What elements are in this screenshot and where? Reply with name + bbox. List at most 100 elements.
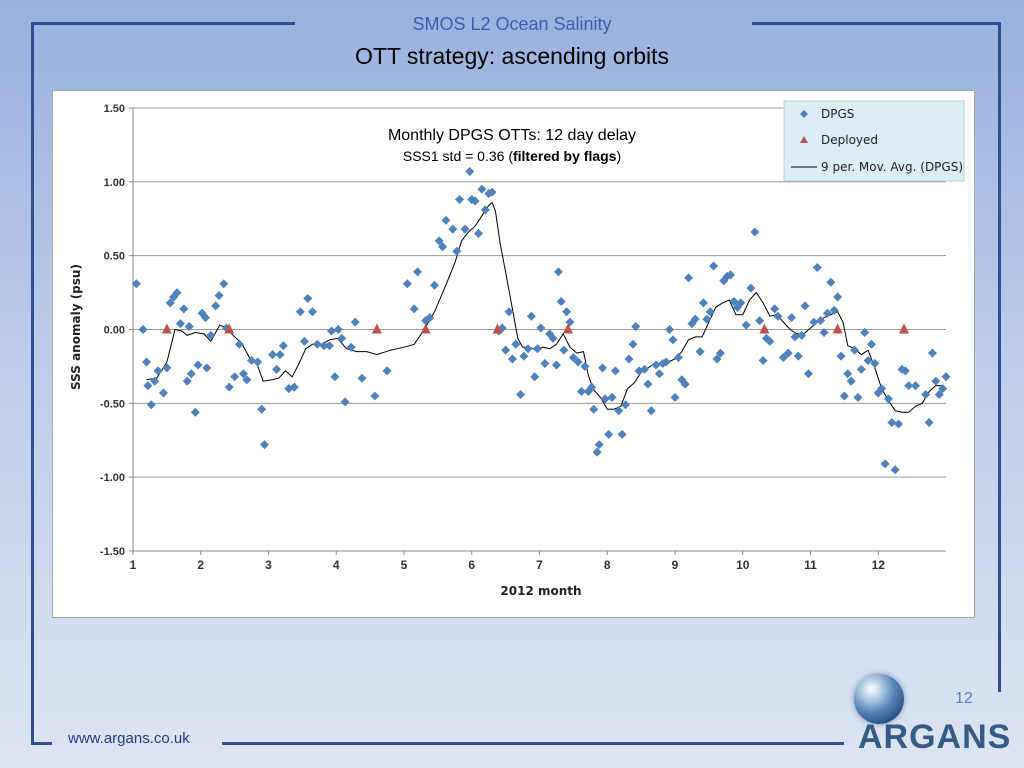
footer-url[interactable]: www.argans.co.uk <box>68 730 190 747</box>
dpgs-point <box>312 339 322 349</box>
y-tick-label: -0.50 <box>100 398 125 410</box>
dpgs-point <box>172 288 182 298</box>
deployed-point <box>832 323 843 334</box>
dpgs-point <box>308 307 318 317</box>
legend-deployed-label: Deployed <box>821 133 878 147</box>
x-tick-label: 2 <box>197 558 204 572</box>
dpgs-point <box>519 351 529 361</box>
dpgs-point <box>729 296 739 306</box>
dpgs-point <box>938 384 948 394</box>
dpgs-point <box>600 394 610 404</box>
dpgs-point <box>474 229 484 239</box>
dpgs-point <box>551 360 561 370</box>
dpgs-point <box>402 279 412 289</box>
dpgs-point <box>200 313 210 323</box>
tick-labels: -1.50-1.00-0.500.000.501.001.501 2 3 4 5 6 7 8 9… <box>100 103 885 572</box>
dpgs-point <box>604 429 614 439</box>
dpgs-point <box>526 311 536 321</box>
dpgs-point <box>866 339 876 349</box>
dpgs-point <box>448 224 458 234</box>
deployed-point <box>492 323 503 334</box>
dpgs-point <box>357 373 367 383</box>
dpgs-point <box>501 345 511 355</box>
dpgs-point <box>673 353 683 363</box>
dpgs-point <box>162 363 172 373</box>
dpgs-point <box>924 418 934 428</box>
x-tick-label: 9 <box>672 558 679 572</box>
dpgs-point <box>705 307 715 317</box>
dpgs-point <box>617 429 627 439</box>
dpgs-point <box>568 353 578 363</box>
dpgs-point <box>530 372 540 382</box>
deployed-point <box>759 323 770 334</box>
axes-layer <box>129 107 946 555</box>
dpgs-point <box>370 391 380 401</box>
x-tick-label: 6 <box>468 558 475 572</box>
dpgs-point <box>284 384 294 394</box>
dpgs-point <box>548 333 558 343</box>
dpgs-point <box>765 336 775 346</box>
dpgs-point <box>726 270 736 280</box>
dpgs-point <box>467 195 477 205</box>
dpgs-point <box>941 372 951 382</box>
dpgs-point <box>165 298 175 308</box>
dpgs-point <box>687 319 697 329</box>
dpgs-point <box>797 330 807 340</box>
dpgs-point <box>460 224 470 234</box>
dpgs-point <box>773 311 783 321</box>
legend-deployed-marker <box>800 136 808 143</box>
dpgs-point <box>934 389 944 399</box>
dpgs-point <box>158 388 168 398</box>
dpgs-point <box>702 314 712 324</box>
dpgs-point <box>927 348 937 358</box>
chart-annotation-line1: Monthly DPGS OTTs: 12 day delay <box>388 127 636 144</box>
annotation-bold: filtered by flags <box>513 148 617 164</box>
dpgs-point <box>211 301 221 311</box>
x-tick-label: 5 <box>401 558 408 572</box>
dpgs-point <box>324 341 334 351</box>
frame-bottom-right-line <box>222 742 844 745</box>
dpgs-point <box>242 375 252 385</box>
x-tick-label: 4 <box>333 558 340 572</box>
dpgs-point <box>826 277 836 287</box>
dpgs-point <box>425 313 435 323</box>
dpgs-point <box>890 465 900 475</box>
dpgs-point <box>829 305 839 315</box>
deployed-point <box>371 323 382 334</box>
dpgs-points <box>131 166 951 475</box>
y-axis-label: SSS anomaly (psu) <box>69 264 83 390</box>
dpgs-point <box>193 360 203 370</box>
dpgs-point <box>853 392 863 402</box>
dpgs-point <box>628 339 638 349</box>
dpgs-point <box>594 440 604 450</box>
chart-svg: -1.50-1.00-0.500.000.501.001.501 2 3 4 5 6 7 8 9… <box>69 100 965 598</box>
chart-legend: DPGS Deployed 9 per. Mov. Avg. (DPGS) <box>783 100 965 182</box>
dpgs-point <box>709 261 719 271</box>
dpgs-point <box>819 327 829 337</box>
dpgs-point <box>736 298 746 308</box>
x-tick-label: 7 <box>536 558 543 572</box>
dpgs-point <box>589 404 599 414</box>
dpgs-point <box>150 376 160 386</box>
dpgs-point <box>556 296 566 306</box>
deployed-point <box>562 323 573 334</box>
legend-dpgs-label: DPGS <box>821 107 854 121</box>
dpgs-point <box>153 366 163 376</box>
chart-annotation-line2: SSS1 std = 0.36 (filtered by flags) <box>403 148 621 164</box>
dpgs-point <box>465 166 475 176</box>
dpgs-point <box>651 360 661 370</box>
dpgs-point <box>319 341 329 351</box>
dpgs-point <box>931 376 941 386</box>
dpgs-point <box>787 313 797 323</box>
dpgs-point <box>214 291 224 301</box>
slide-title: OTT strategy: ascending orbits <box>354 43 670 69</box>
dpgs-point <box>592 447 602 457</box>
dpgs-point <box>783 348 793 358</box>
dpgs-point <box>477 184 487 194</box>
dpgs-point <box>860 327 870 337</box>
dpgs-point <box>850 345 860 355</box>
dpgs-point <box>413 267 423 277</box>
dpgs-point <box>750 227 760 237</box>
dpgs-point <box>143 381 153 391</box>
dpgs-point <box>680 379 690 389</box>
